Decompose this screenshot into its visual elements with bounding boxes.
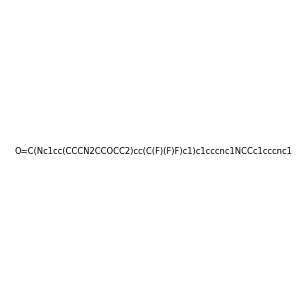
Text: O=C(Nc1cc(CCCN2CCOCC2)cc(C(F)(F)F)c1)c1cccnc1NCCc1cccnc1: O=C(Nc1cc(CCCN2CCOCC2)cc(C(F)(F)F)c1)c1c… <box>15 147 293 156</box>
